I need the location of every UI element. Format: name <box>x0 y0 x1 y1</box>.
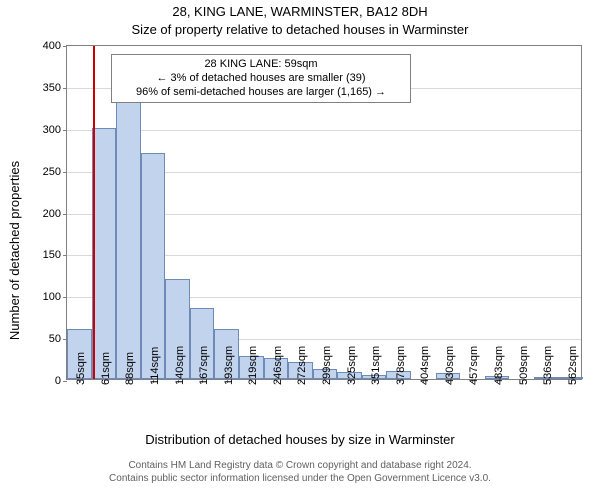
x-tick-label: 114sqm <box>149 347 161 385</box>
y-tick-label: 50 <box>49 333 67 345</box>
y-tick-label: 400 <box>43 40 67 52</box>
x-tick-label: 430sqm <box>444 346 456 385</box>
reference-line <box>93 46 95 379</box>
y-tick-label: 300 <box>43 124 67 136</box>
x-tick-label: 325sqm <box>346 346 358 385</box>
y-tick-label: 250 <box>43 166 67 178</box>
y-tick-label: 350 <box>43 82 67 94</box>
annotation-box: 28 KING LANE: 59sqm← 3% of detached hous… <box>111 54 411 103</box>
x-tick-label: 351sqm <box>370 346 382 385</box>
y-tick-label: 0 <box>55 375 67 387</box>
x-tick-label: 272sqm <box>296 346 308 385</box>
x-tick-label: 246sqm <box>272 346 284 385</box>
x-axis-label: Distribution of detached houses by size … <box>0 432 600 447</box>
footer-line: Contains HM Land Registry data © Crown c… <box>0 460 600 473</box>
x-tick-label: 404sqm <box>419 346 431 385</box>
x-tick-label: 193sqm <box>223 346 235 385</box>
x-tick-label: 509sqm <box>518 346 530 385</box>
x-tick-label: 299sqm <box>321 346 333 385</box>
x-tick-label: 140sqm <box>174 346 186 385</box>
annotation-line: 96% of semi-detached houses are larger (… <box>118 86 404 100</box>
x-tick-label: 35sqm <box>75 352 87 385</box>
x-tick-label: 562sqm <box>567 346 579 385</box>
x-tick-label: 483sqm <box>493 346 505 385</box>
x-tick-label: 457sqm <box>468 346 480 385</box>
histogram-bar <box>116 98 141 379</box>
histogram-bar <box>141 153 166 379</box>
histogram-bar <box>92 128 117 379</box>
y-tick-label: 200 <box>43 208 67 220</box>
footer-line: Contains public sector information licen… <box>0 473 600 486</box>
x-tick-label: 378sqm <box>395 346 407 385</box>
x-tick-label: 88sqm <box>124 352 136 385</box>
chart-subtitle: Size of property relative to detached ho… <box>0 22 600 37</box>
y-tick-label: 100 <box>43 291 67 303</box>
annotation-line: 28 KING LANE: 59sqm <box>118 58 404 72</box>
x-tick-label: 167sqm <box>198 346 210 385</box>
gridline <box>67 130 581 131</box>
y-tick-label: 150 <box>43 249 67 261</box>
plot-area: 28 KING LANE: 59sqm← 3% of detached hous… <box>66 45 582 380</box>
annotation-line: ← 3% of detached houses are smaller (39) <box>118 72 404 86</box>
x-tick-label: 61sqm <box>100 352 112 385</box>
x-tick-label: 536sqm <box>542 346 554 385</box>
y-axis-label: Number of detached properties <box>6 0 24 500</box>
copyright-footer: Contains HM Land Registry data © Crown c… <box>0 460 600 485</box>
x-tick-label: 219sqm <box>247 346 259 385</box>
chart-address-title: 28, KING LANE, WARMINSTER, BA12 8DH <box>0 4 600 19</box>
